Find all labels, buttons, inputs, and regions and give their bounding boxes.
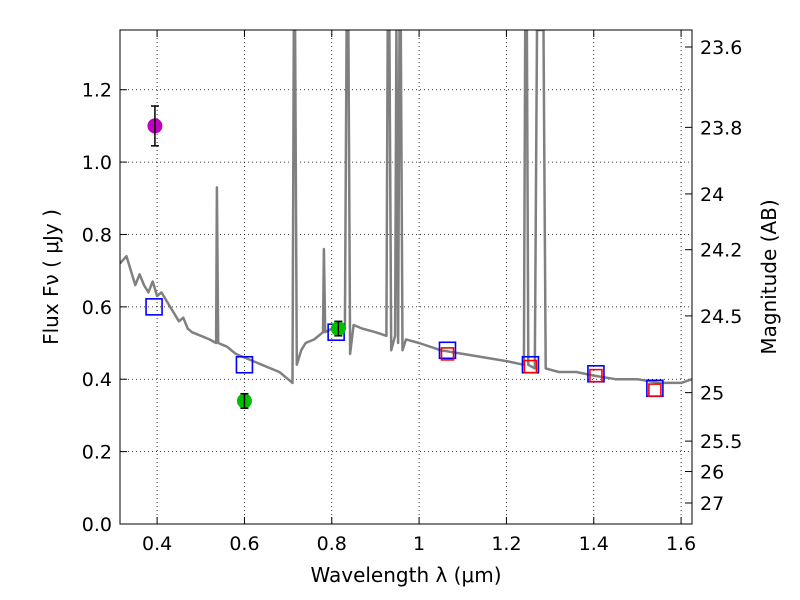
right-tick-label: 24.2 — [700, 240, 742, 262]
y-tick-label: 0.8 — [82, 224, 112, 246]
x-axis-title: Wavelength λ (μm) — [310, 563, 501, 587]
model-square-marker — [235, 355, 254, 374]
axis-ticks — [120, 30, 692, 525]
plot-frame — [119, 29, 693, 525]
right-tick-label: 25 — [700, 383, 724, 405]
tick-labels: 0.4 0.6 0.8 1 1.2 1.4 1.6 0.0 0.2 0.4 0.6 0.8 1.0 1.2… — [82, 37, 743, 555]
observed-square-marker — [523, 359, 538, 374]
observed-square-marker — [440, 347, 455, 361]
model-square-marker — [438, 341, 457, 360]
y-tick-label: 0.2 — [82, 442, 112, 464]
y-axis-title: Flux Fν ( μJy ) — [39, 209, 63, 345]
series-photometry-green- — [236, 320, 346, 409]
right-tick-label: 25.5 — [700, 431, 742, 453]
x-tick-label: 1.2 — [491, 533, 521, 555]
y-tick-label: 0.0 — [82, 514, 112, 536]
series-observed-photometry — [440, 347, 662, 397]
series-sed-model — [120, 30, 692, 385]
sed-model-line — [120, 30, 692, 385]
x-tick-label: 0.4 — [142, 533, 172, 555]
x-tick-label: 1.4 — [579, 533, 609, 555]
right-tick-label: 23.8 — [700, 117, 742, 139]
right-tick-label: 27 — [700, 493, 724, 515]
y-right-axis-title: Magnitude (AB) — [757, 199, 781, 354]
right-tick-label: 26 — [700, 462, 724, 484]
x-tick-label: 0.6 — [229, 533, 259, 555]
y-tick-label: 1.0 — [82, 152, 112, 174]
observed-square-marker — [648, 383, 662, 397]
y-tick-label: 0.6 — [82, 297, 112, 319]
y-tick-label: 0.4 — [82, 369, 112, 391]
observed-square-marker — [589, 368, 603, 383]
model-square-marker — [145, 298, 163, 316]
data-series — [120, 30, 692, 409]
x-tick-label: 1 — [413, 533, 425, 555]
right-tick-label: 24 — [700, 184, 724, 206]
right-tick-label: 23.6 — [700, 37, 742, 59]
y-tick-label: 1.2 — [82, 80, 112, 102]
series-photometry-magenta- — [147, 105, 163, 147]
grid-lines — [120, 30, 692, 525]
x-tick-label: 1.6 — [666, 533, 696, 555]
right-tick-label: 24.5 — [700, 306, 742, 328]
x-tick-label: 0.8 — [317, 533, 347, 555]
